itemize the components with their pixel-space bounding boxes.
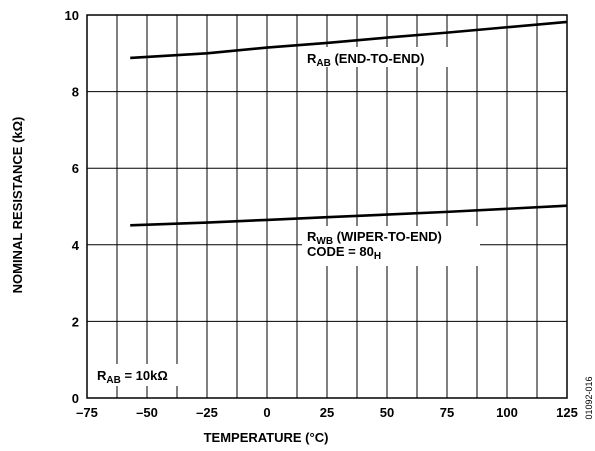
x-axis-label: TEMPERATURE (°C)	[204, 430, 329, 445]
series-lines	[130, 20, 568, 227]
grid	[86, 14, 568, 399]
y-tick-label: 0	[72, 391, 79, 406]
x-tick-label: 75	[440, 405, 454, 420]
series-line-rab	[130, 20, 568, 60]
y-tick-label: 2	[72, 314, 79, 329]
rab-label: RAB (END-TO-END)	[307, 51, 424, 69]
x-tick-label: 50	[380, 405, 394, 420]
y-tick-label: 8	[72, 85, 79, 100]
figure-code: 01092-016	[584, 376, 594, 419]
code-label: CODE = 80H	[307, 244, 381, 262]
y-tick-label: 4	[72, 238, 80, 253]
y-tick-label: 6	[72, 161, 79, 176]
rab-value-bg	[92, 364, 200, 386]
x-tick-label: –75	[76, 405, 98, 420]
x-tick-label: –50	[136, 405, 158, 420]
x-tick-label: –25	[196, 405, 218, 420]
x-tick-label: 125	[556, 405, 578, 420]
rab-value-label: RAB = 10kΩ	[97, 368, 168, 386]
series-line-rwb	[130, 204, 568, 227]
plot-frame	[86, 14, 568, 399]
y-tick-labels: 0 2 4 6 8 10	[65, 8, 80, 406]
x-tick-label: 100	[496, 405, 518, 420]
y-axis-label: NOMINAL RESISTANCE (kΩ)	[10, 117, 25, 294]
x-tick-labels: –75 –50 –25 0 25 50 75 100 125	[76, 405, 578, 420]
rwb-label: RWB (WIPER-TO-END)	[307, 229, 442, 247]
y-tick-label: 10	[65, 8, 79, 23]
rwb-label-bg	[302, 226, 480, 266]
rab-label-bg	[302, 47, 460, 67]
x-tick-label: 0	[263, 405, 270, 420]
x-tick-label: 25	[320, 405, 334, 420]
